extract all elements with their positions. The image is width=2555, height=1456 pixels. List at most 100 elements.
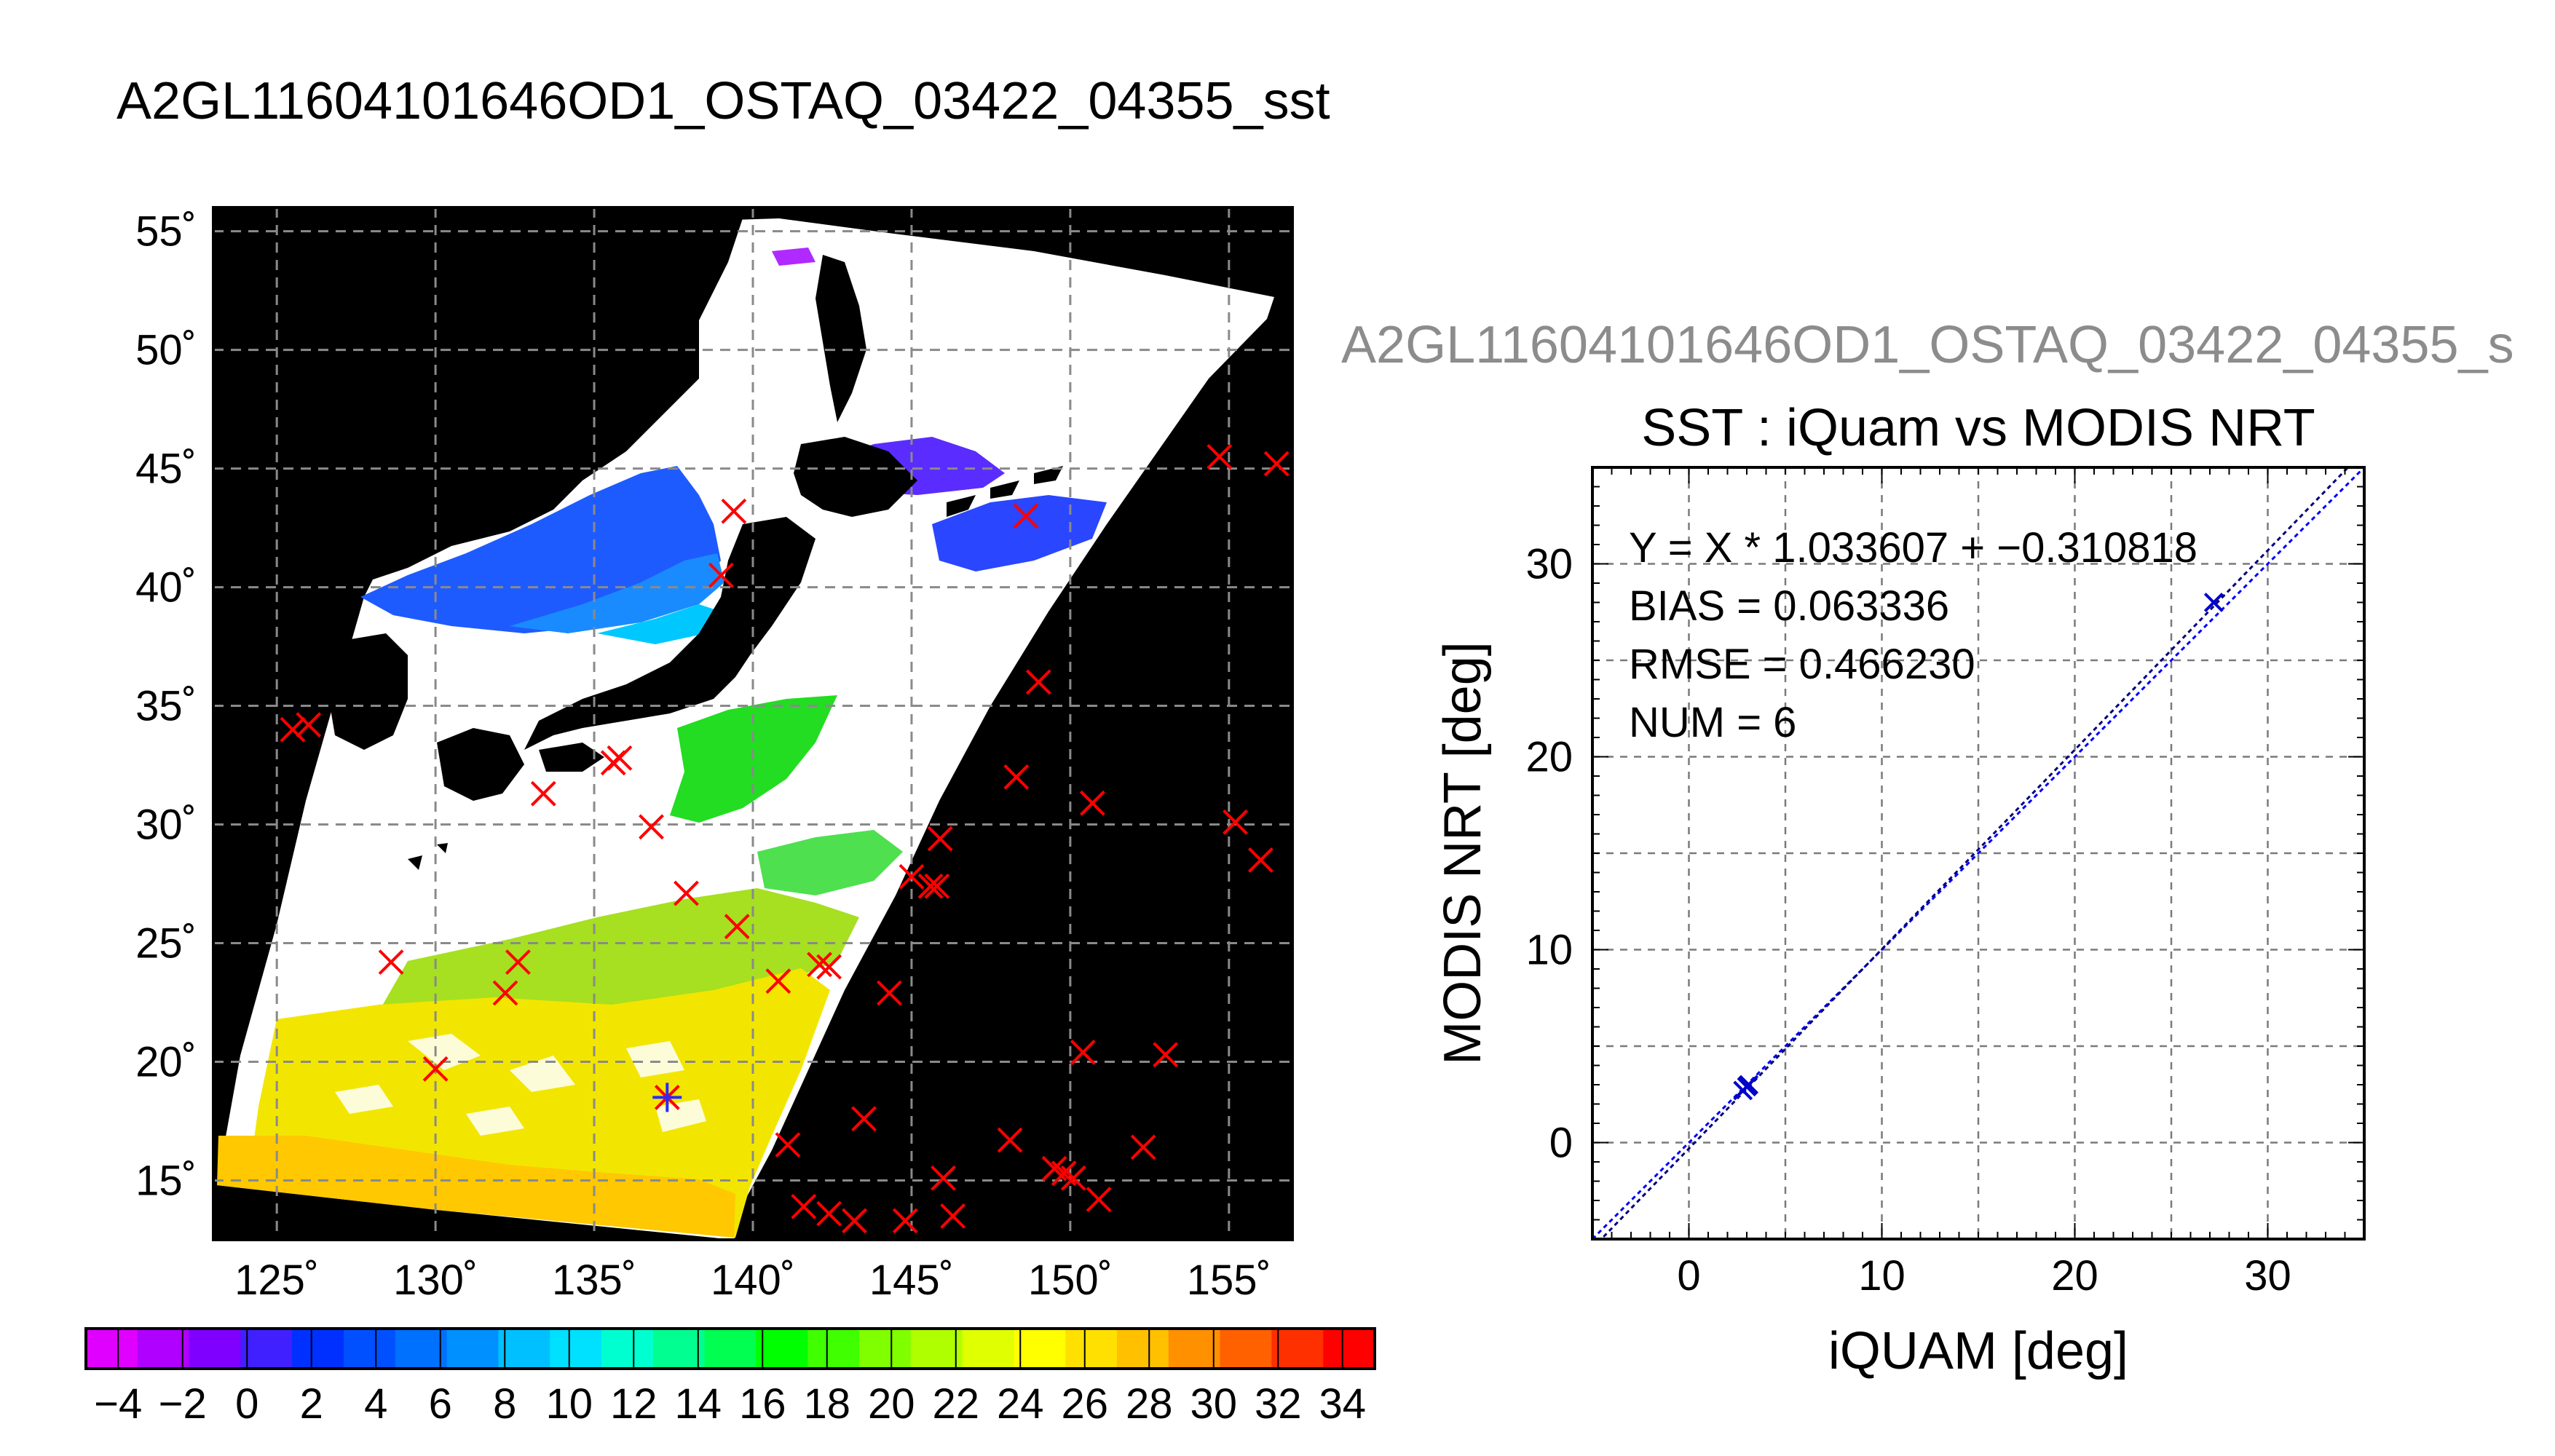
colorbar-border (84, 1327, 1376, 1370)
matchup-marker (1086, 1187, 1112, 1212)
colorbar-tick-label: 34 (1319, 1380, 1366, 1428)
colorbar-cell (652, 1329, 706, 1369)
colorbar-cell (1065, 1329, 1118, 1369)
lat-tick-label: 30˚ (135, 802, 197, 849)
matchup-marker (1070, 1040, 1096, 1065)
matchup-marker (721, 498, 747, 524)
colorbar-cell (1220, 1329, 1272, 1369)
colorbar-tick-label: −4 (94, 1380, 142, 1428)
sst-field-kuril (932, 495, 1107, 571)
matchup-marker (899, 863, 925, 890)
lon-tick-label: 125˚ (234, 1257, 319, 1304)
lat-tick-label: 50˚ (135, 327, 197, 374)
lon-tick-label: 135˚ (552, 1257, 636, 1304)
colorbar-cell (1323, 1329, 1375, 1369)
colorbar-tick-label: 12 (610, 1380, 657, 1428)
matchup-marker (1025, 669, 1051, 695)
lon-tick-label: 140˚ (711, 1257, 795, 1304)
colorbar-ticks: −4 −2 0 2 4 6 8 10 12 14 16 18 20 22 24 26 28 30 32 34 (94, 1329, 1366, 1428)
colorbar-cell (1168, 1329, 1221, 1369)
colorbar-tick-label: 20 (868, 1380, 915, 1428)
colorbar-cell (86, 1329, 138, 1369)
y-tick-label: 0 (1549, 1120, 1573, 1167)
colorbar-cell (292, 1329, 344, 1369)
colorbar-tick-label: 22 (932, 1380, 979, 1428)
colorbar-tick-label: 0 (235, 1380, 258, 1428)
matchup-marker (924, 873, 950, 899)
matchup-marker-highlight (652, 1083, 682, 1112)
scatter-title: SST : iQuam vs MODIS NRT (1641, 399, 2315, 457)
colorbar-cell (807, 1329, 860, 1369)
colorbar-tick-label: 4 (364, 1380, 387, 1428)
matchup-marker (931, 1165, 956, 1191)
matchup-marker (674, 880, 699, 906)
scatter-lines (1592, 467, 2364, 1239)
colorbar-cell (344, 1329, 396, 1369)
matchup-marker (1003, 764, 1030, 790)
matchup-marker (639, 814, 664, 840)
map-matchups (280, 443, 1290, 1234)
colorbar-cell (756, 1329, 808, 1369)
stat-bias: BIAS = 0.063336 (1629, 582, 1949, 630)
matchup-marker (1130, 1134, 1156, 1160)
scatter-stats: Y = X * 1.033607 + −0.310818 BIAS = 0.06… (1629, 524, 2197, 746)
sst-field-sea-of-japan-east (510, 553, 724, 633)
scatter-grid (1592, 467, 2364, 1239)
matchup-marker (505, 949, 531, 976)
scatter-plot: SST : iQuam vs MODIS NRT 0 10 20 30 0 10 20 30… (1434, 399, 2366, 1380)
stat-regression: Y = X * 1.033607 + −0.310818 (1629, 524, 2197, 571)
lat-tick-label: 55˚ (135, 208, 197, 256)
matchup-marker (816, 954, 842, 980)
stat-rmse: RMSE = 0.466230 (1629, 641, 1975, 688)
lon-tick-label: 150˚ (1028, 1257, 1113, 1304)
sst-field-green-2 (757, 830, 903, 895)
matchup-marker (1263, 451, 1290, 477)
matchup-marker (378, 949, 404, 976)
scatter-ylabel: MODIS NRT [deg] (1434, 641, 1492, 1065)
sst-field-orange (217, 1136, 735, 1238)
matchup-marker (917, 873, 944, 899)
lon-tick-label: 145˚ (869, 1257, 954, 1304)
lat-tick-label: 25˚ (135, 920, 197, 968)
matchup-marker (724, 914, 750, 940)
colorbar: −4 −2 0 2 4 6 8 10 12 14 16 18 20 22 24 26 28 30 32 34 (84, 1327, 1376, 1428)
colorbar-tick-label: 32 (1255, 1380, 1302, 1428)
colorbar-cell (859, 1329, 912, 1369)
colorbar-cell (137, 1329, 190, 1369)
y-tick-label: 20 (1525, 734, 1573, 781)
colorbar-cell (550, 1329, 602, 1369)
colorbar-cell (1117, 1329, 1169, 1369)
colorbar-tick-label: 8 (493, 1380, 516, 1428)
colorbar-tick-label: 10 (545, 1380, 593, 1428)
stat-num: NUM = 6 (1629, 699, 1796, 746)
scatter-minor-ticks (1592, 467, 2365, 1240)
lon-tick-label: 130˚ (393, 1257, 478, 1304)
y-tick-label: 10 (1525, 927, 1573, 974)
x-tick-label: 10 (1858, 1252, 1906, 1299)
lat-tick-label: 45˚ (135, 446, 197, 493)
matchup-marker (1247, 847, 1273, 873)
main-title: A2GL11604101646OD1_OSTAQ_03422_04355_sst (117, 72, 1330, 130)
scatter-header: A2GL11604101646OD1_OSTAQ_03422_04355_s (1341, 316, 2514, 374)
colorbar-tick-label: 26 (1061, 1380, 1108, 1428)
matchup-marker (927, 826, 953, 852)
colorbar-cell (189, 1329, 241, 1369)
scatter-y-ticks: 0 10 20 30 (1525, 541, 1573, 1167)
x-tick-label: 0 (1677, 1252, 1700, 1299)
matchup-marker (1207, 443, 1233, 470)
sst-map: 125˚ 130˚ 135˚ 140˚ 145˚ 150˚ 155˚ 55˚ 50˚ 45˚ 40… (135, 206, 1294, 1304)
matchup-marker (997, 1127, 1023, 1153)
x-tick-label: 30 (2244, 1252, 2291, 1299)
colorbar-cells (86, 1329, 1375, 1369)
matchup-marker (940, 1203, 966, 1229)
colorbar-cell (1271, 1329, 1324, 1369)
colorbar-cell (910, 1329, 963, 1369)
matchup-marker (492, 980, 518, 1006)
colorbar-tick-label: 16 (739, 1380, 786, 1428)
matchup-marker (296, 712, 322, 738)
matchup-marker (1060, 1165, 1086, 1191)
scatter-point (2203, 593, 2224, 612)
map-border (212, 206, 1294, 1241)
scatter-xlabel: iQUAM [deg] (1828, 1322, 2128, 1380)
